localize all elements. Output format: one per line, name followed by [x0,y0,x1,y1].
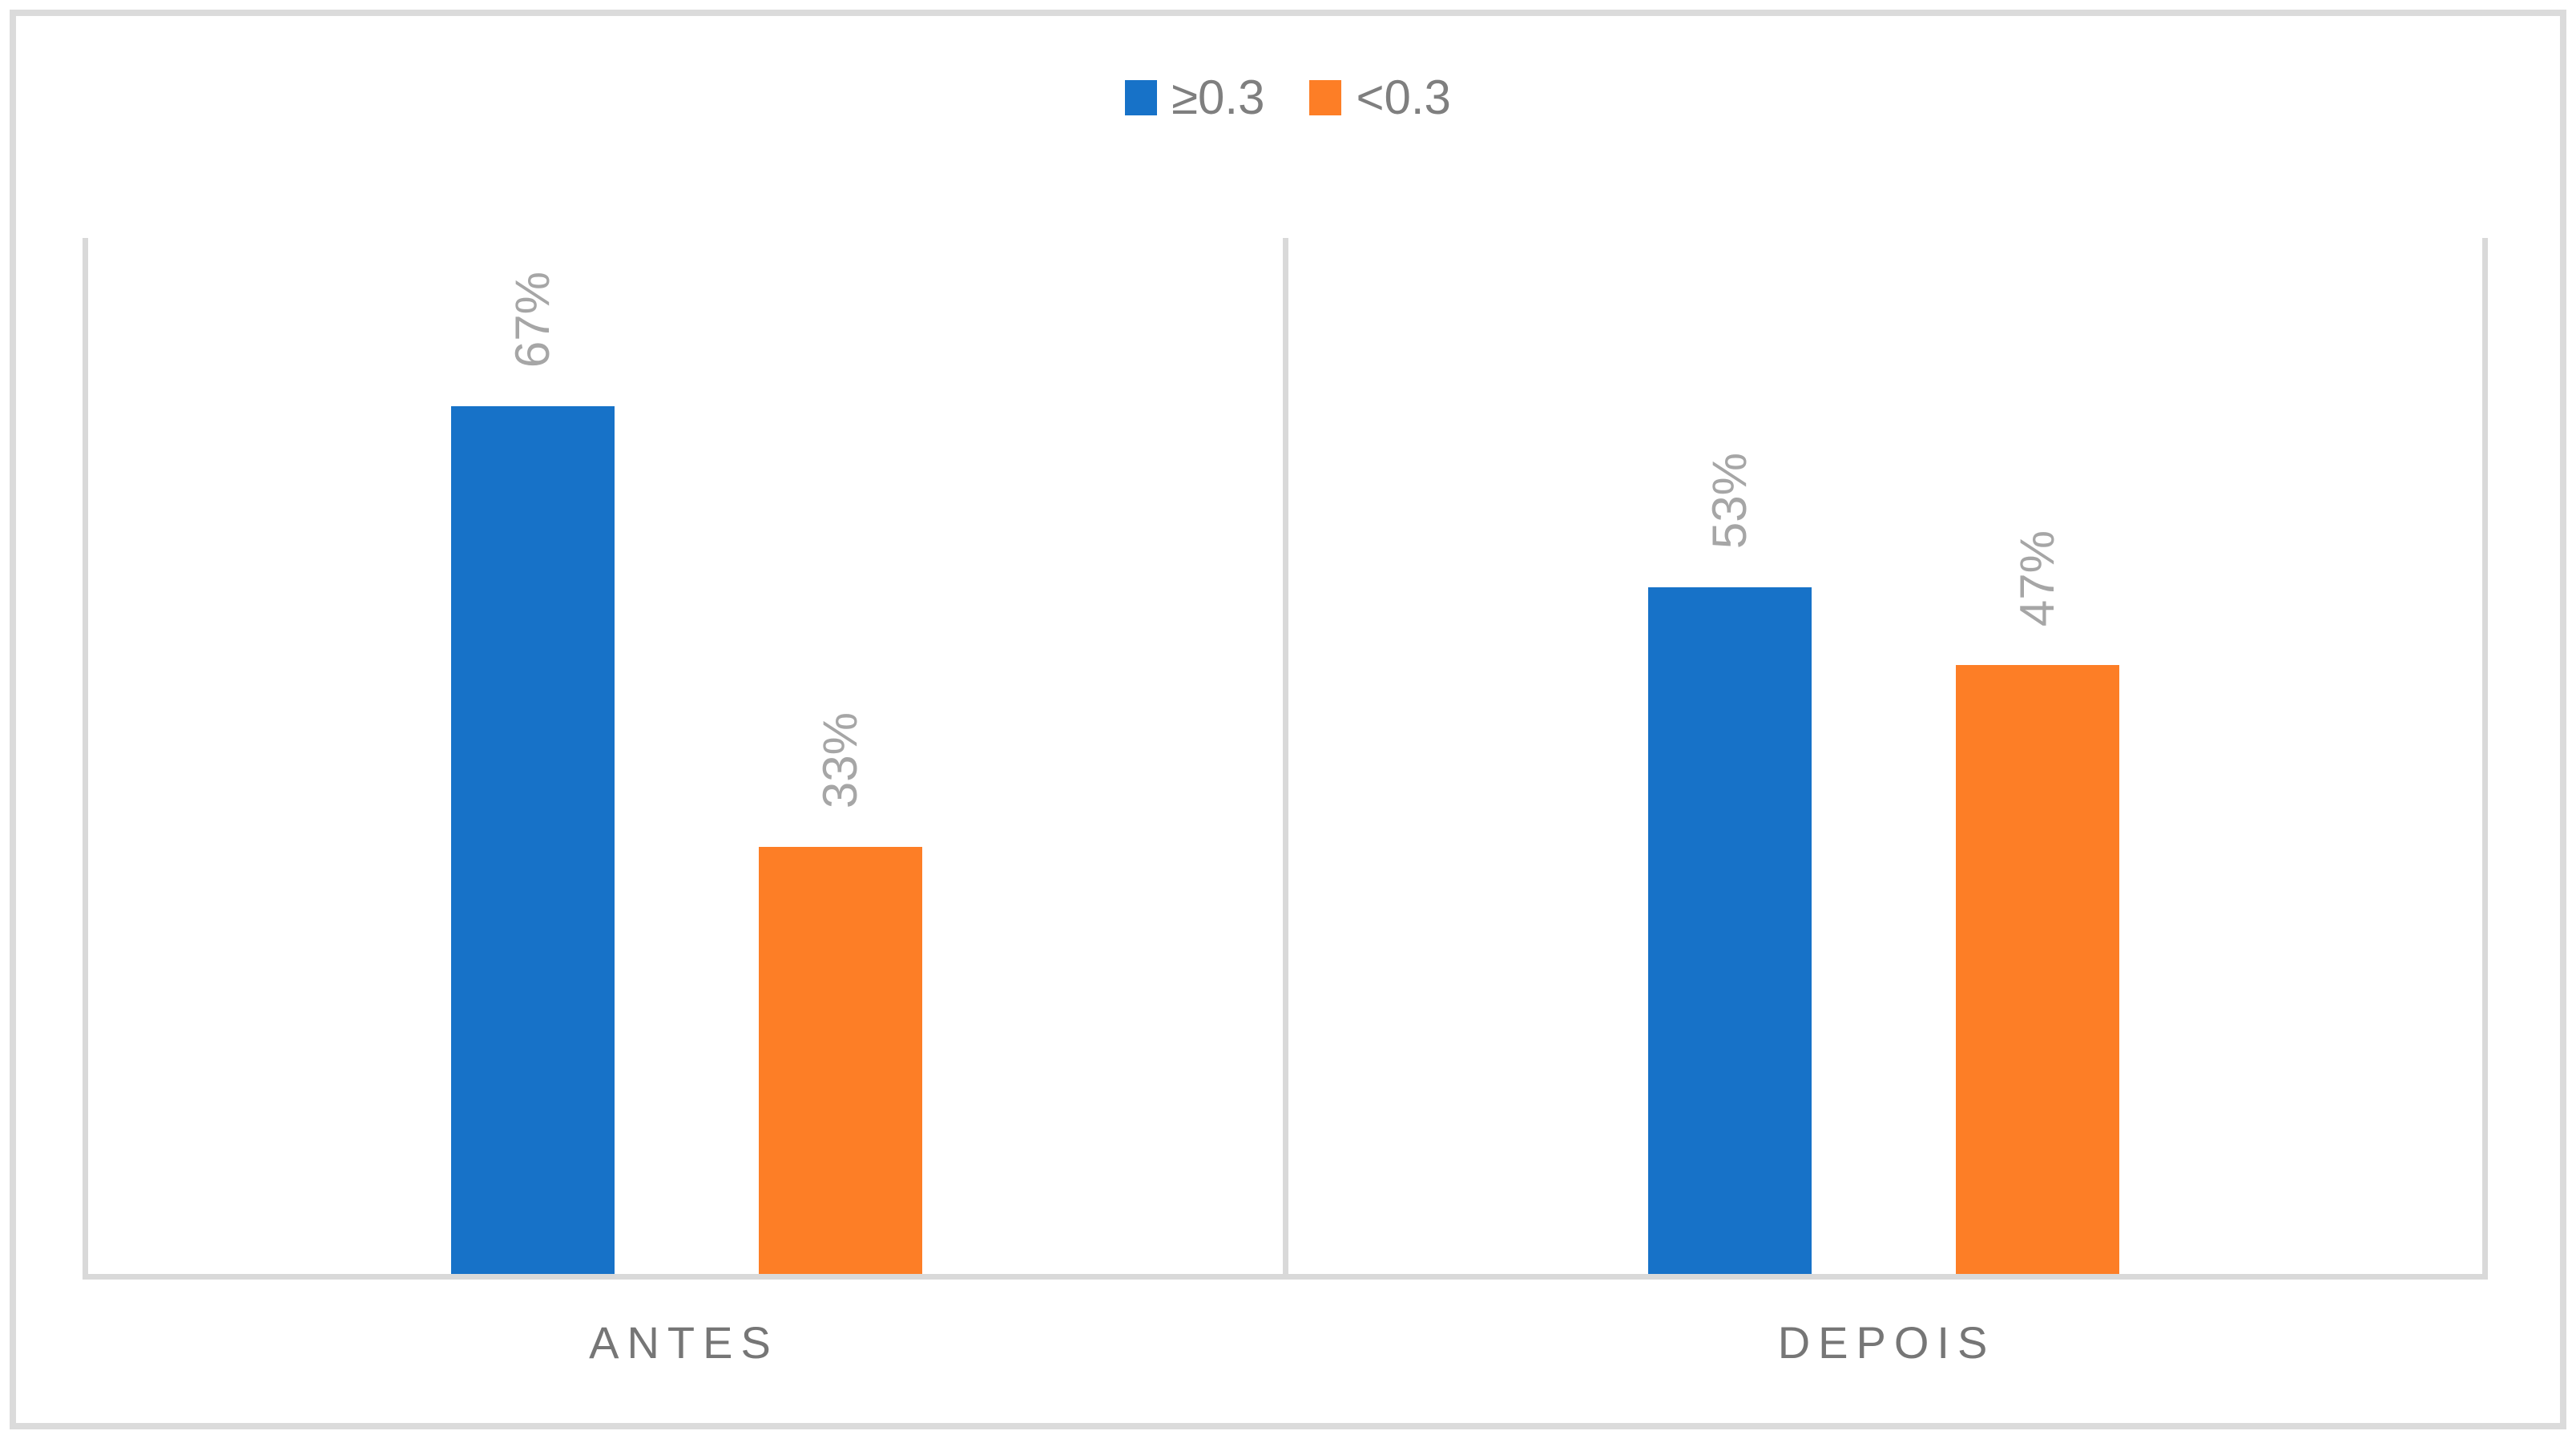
legend-item-ge-0-3[interactable]: ≥0.3 [1125,74,1264,122]
category-label-antes: ANTES [589,1317,779,1368]
bar-antes-series-1[interactable] [759,846,923,1274]
legend-label-ge-0-3: ≥0.3 [1171,71,1265,124]
data-label: 53% [1702,453,1756,550]
plot-area: 67% 33% 53% 47% [83,238,2488,1280]
bar-depois-series-0[interactable] [1647,587,1812,1274]
panel-antes: 67% 33% [88,238,1285,1274]
data-label-box: 33% [759,712,922,808]
data-label-box: 53% [1648,453,1812,549]
category-label-depois: DEPOIS [1777,1317,1996,1368]
legend-swatch-blue-icon [1125,80,1158,115]
data-label-box: 47% [1956,530,2119,627]
legend: ≥0.3 <0.3 [0,74,2576,122]
data-label: 47% [2010,530,2065,627]
chart-border-frame [10,10,2566,1429]
legend-swatch-orange-icon [1309,80,1342,115]
data-label: 33% [813,711,868,808]
category-axis: ANTES DEPOIS [83,1316,2488,1369]
data-label-box: 67% [451,272,615,368]
legend-item-lt-0-3[interactable]: <0.3 [1309,71,1451,124]
bar-depois-series-1[interactable] [1956,665,2120,1274]
bar-antes-series-0[interactable] [450,406,615,1274]
data-label: 67% [505,272,559,369]
panel-depois: 53% 47% [1285,238,2482,1274]
legend-label-lt-0-3: <0.3 [1356,71,1451,124]
panel-divider-line [1283,238,1288,1274]
